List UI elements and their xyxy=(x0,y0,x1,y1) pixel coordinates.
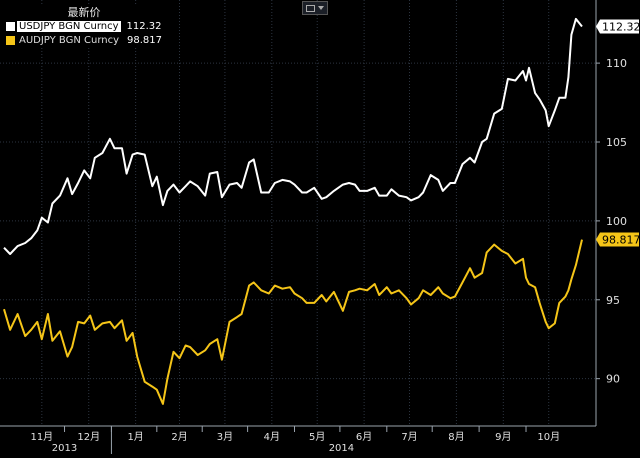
year-label: 2013 xyxy=(52,443,77,454)
y-axis: 90 95 100 105 110 xyxy=(595,0,627,426)
x-tick-label: 5月 xyxy=(309,431,325,443)
y-tick-label: 105 xyxy=(606,136,627,149)
x-tick-label: 10月 xyxy=(537,431,560,443)
last-value-tag-bg xyxy=(596,19,639,34)
line-chart-icon xyxy=(306,4,315,12)
x-tick-label: 3月 xyxy=(217,431,233,443)
legend: 最新价 USDJPY BGN Curncy 112.32 AUDJPY BGN … xyxy=(6,6,163,47)
last-value-tag-bg xyxy=(596,232,639,247)
last-value-tag-usdjpy: 112.32 xyxy=(596,19,640,34)
x-tick-label: 7月 xyxy=(401,431,417,443)
x-tick-label: 1月 xyxy=(127,431,143,443)
plot-background xyxy=(0,0,596,426)
legend-item-audjpy[interactable]: AUDJPY BGN Curncy 98.817 xyxy=(6,33,162,47)
year-label: 2014 xyxy=(329,443,354,454)
legend-swatch-usdjpy xyxy=(6,21,15,31)
axis-bottom-background xyxy=(0,426,596,454)
legend-label-usdjpy: USDJPY BGN Curncy xyxy=(17,20,121,32)
x-tick-label: 6月 xyxy=(356,431,372,443)
last-value-text: 112.32 xyxy=(602,21,640,34)
chevron-down-icon xyxy=(318,6,324,10)
series-layer xyxy=(3,17,583,405)
chart-type-dropdown[interactable] xyxy=(302,1,328,15)
legend-value-usdjpy: 112.32 xyxy=(126,20,162,32)
x-tick-label: 8月 xyxy=(448,431,464,443)
y-tick-label: 100 xyxy=(606,215,627,228)
y-tick-label: 90 xyxy=(606,373,620,386)
x-tick-label: 9月 xyxy=(495,431,511,443)
legend-item-usdjpy[interactable]: USDJPY BGN Curncy 112.32 xyxy=(6,19,162,33)
x-tick-label: 4月 xyxy=(264,431,280,443)
y-tick-label: 95 xyxy=(606,294,620,307)
series-line-usdjpy xyxy=(3,17,583,255)
x-tick-label: 11月 xyxy=(30,431,53,443)
x-tick-label: 2月 xyxy=(171,431,187,443)
legend-value-audjpy: 98.817 xyxy=(127,34,163,46)
x-axis: 11月 12月 1月 2月 3月 4月 5月 6月 7月 8月 9月 10月 2013 2014 xyxy=(0,425,596,454)
x-tick-label: 12月 xyxy=(77,431,100,443)
legend-label-audjpy: AUDJPY BGN Curncy xyxy=(19,34,120,46)
y-tick-label: 110 xyxy=(606,57,627,70)
last-value-text: 98.817 xyxy=(602,234,640,247)
legend-title: 最新价 xyxy=(67,6,101,19)
legend-swatch-audjpy xyxy=(6,35,15,45)
grid-layer xyxy=(0,0,596,426)
last-value-labels: 112.32 98.817 xyxy=(596,19,640,247)
axis-right-background xyxy=(596,0,640,454)
series-line-audjpy xyxy=(3,239,583,405)
last-value-tag-audjpy: 98.817 xyxy=(596,232,640,247)
